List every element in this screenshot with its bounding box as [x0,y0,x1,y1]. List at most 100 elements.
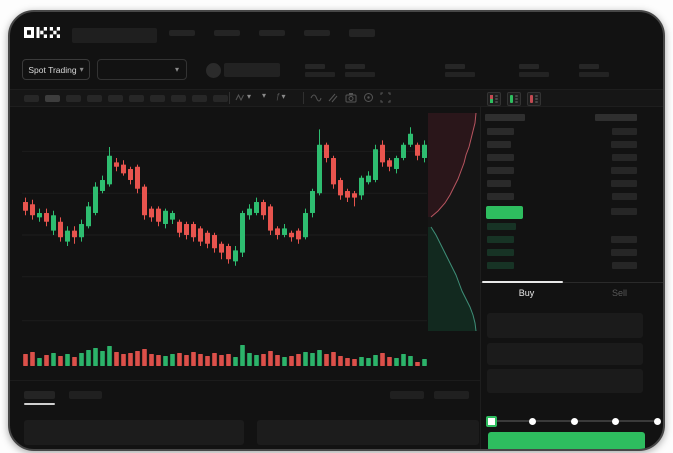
ask-row-price[interactable] [487,193,514,200]
okx-logo-icon [24,27,60,38]
ask-bar [530,95,533,103]
orderbook-header-right[interactable] [595,114,637,121]
amount-input-placeholder[interactable] [487,343,643,365]
fullscreen-icon[interactable] [380,92,391,103]
ask-row-amount[interactable] [611,167,637,174]
orderbook-header-left[interactable] [485,114,525,121]
nav-item-placeholder[interactable] [349,29,375,37]
bottom-tab-order-history[interactable] [69,391,102,399]
candlestick-chart[interactable] [22,112,427,367]
bottom-control-placeholder[interactable] [390,391,424,399]
function-icon[interactable]: ƒ ▾ [276,91,286,101]
chevron-down-icon: ▾ [79,64,84,74]
ticker-stat [305,64,335,77]
total-input-placeholder[interactable] [487,369,643,393]
okx-logo[interactable] [24,26,61,44]
lines [495,95,498,103]
bottom-control-placeholder[interactable] [434,391,469,399]
nav-item-placeholder[interactable] [304,30,330,36]
orderbook-bids-view-icon[interactable] [507,92,521,106]
coin-icon [206,63,221,78]
buy-submit-button[interactable] [488,432,645,449]
bottom-active-tab-indicator [24,403,55,405]
nav-item-placeholder[interactable] [214,30,240,36]
orderbook-view-switcher [487,92,541,106]
bottom-tab-open-orders[interactable] [24,391,55,399]
app-window: Spot Trading ▾ ▾ ▾ ▾ ƒ ▾ [8,10,665,451]
pair-name-placeholder [224,63,280,77]
nav-item-placeholder[interactable] [259,30,285,36]
bid-bar [510,95,513,103]
timeframe-button[interactable] [108,95,123,102]
orders-panel-placeholder[interactable] [24,420,244,445]
market-type-label: Spot Trading [28,64,77,75]
nav-search-placeholder[interactable] [72,28,157,43]
slider-stop[interactable] [653,418,661,425]
timeframe-button[interactable] [45,95,60,102]
ask-row-amount[interactable] [611,141,637,148]
ticker-stat [445,64,475,77]
bid-row-price[interactable] [487,249,514,256]
interval-dropdown-icon[interactable]: ▾ [262,91,267,100]
timeframe-button[interactable] [213,95,228,102]
toolbar-divider [303,92,304,104]
ask-row-amount[interactable] [612,128,637,135]
tabbar-divider [480,282,663,283]
timeframe-button[interactable] [150,95,165,102]
timeframe-bar [24,95,228,102]
draw-tool-icon[interactable] [327,92,338,103]
chevron-down-icon: ▾ [174,64,179,74]
orderbook-split-view-icon[interactable] [487,92,501,106]
ask-row-price[interactable] [487,128,514,135]
timeframe-button[interactable] [129,95,144,102]
timeframe-button[interactable] [171,95,186,102]
depth-chart [428,113,480,331]
ask-row-price[interactable] [487,180,511,187]
orderbook-asks-view-icon[interactable] [527,92,541,106]
timeframe-button[interactable] [66,95,81,102]
timeframe-button[interactable] [24,95,39,102]
target-icon[interactable] [363,92,374,103]
nav-item-placeholder[interactable] [169,30,195,36]
bottom-section-divider [10,380,480,381]
slider-handle[interactable] [485,416,497,427]
lines [535,95,538,103]
ask-row-price[interactable] [487,167,514,174]
price-row-amount[interactable] [611,208,637,215]
toolbar-divider [229,92,230,104]
panel-divider [480,107,481,449]
market-type-dropdown[interactable]: Spot Trading ▾ [22,59,90,80]
pair-dropdown[interactable]: ▾ [97,59,187,80]
tab-sell[interactable]: Sell [611,288,627,298]
ticker-stat [579,64,609,77]
line-tool-icon[interactable] [310,92,322,102]
timeframe-button[interactable] [192,95,207,102]
slider-stop[interactable] [612,418,619,425]
slider-stop[interactable] [570,418,578,425]
ticker-stat [345,64,375,77]
ask-row-price[interactable] [487,141,511,148]
bid-row-amount[interactable] [612,262,637,269]
lines [515,95,518,103]
ask-row-amount[interactable] [612,193,637,200]
last-price-badge[interactable] [486,206,523,219]
bid-row-amount[interactable] [611,236,637,243]
slider-stop[interactable] [529,418,536,425]
active-tab-indicator [482,281,563,283]
nav-menu [169,29,375,37]
split-bar [490,95,493,103]
snapshot-camera-icon[interactable] [345,92,357,103]
indicator-icon[interactable]: ▾ [235,92,251,102]
price-input-placeholder[interactable] [487,313,643,338]
bid-row-price[interactable] [487,262,514,269]
timeframe-button[interactable] [87,95,102,102]
bid-row-price[interactable] [487,236,514,243]
tab-buy[interactable]: Buy [518,288,535,298]
ask-row-price[interactable] [487,154,514,161]
orders-panel-placeholder[interactable] [257,420,479,445]
ask-row-amount[interactable] [611,180,637,187]
bid-row-amount[interactable] [611,249,637,256]
ticker-stat [519,64,549,77]
ask-row-amount[interactable] [612,154,637,161]
bid-row-price[interactable] [487,223,516,230]
